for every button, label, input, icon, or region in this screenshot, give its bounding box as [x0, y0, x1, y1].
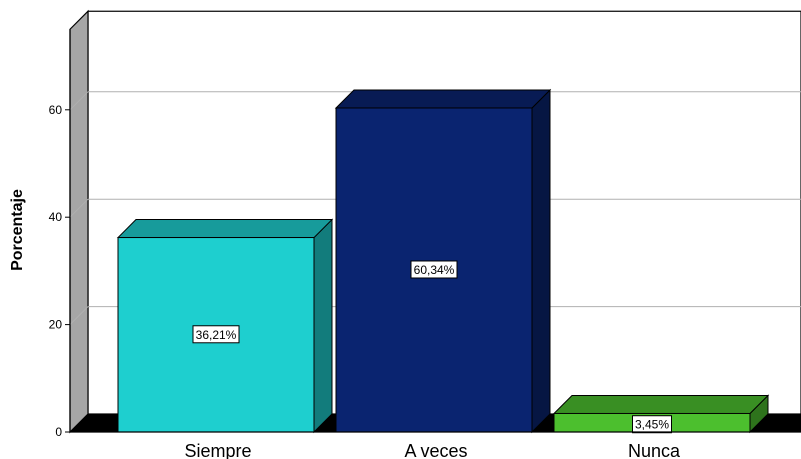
gridline-side — [69, 306, 89, 325]
data-label-box — [410, 260, 458, 279]
gridline-side — [69, 198, 89, 218]
y-tick-label: 60 — [49, 103, 63, 117]
gridline-side — [69, 91, 89, 111]
data-label-box — [632, 415, 672, 434]
y-tick-label: 20 — [49, 318, 63, 332]
bar-side — [313, 218, 333, 434]
y-tick-label: 40 — [49, 210, 63, 224]
data-label-box — [192, 325, 240, 344]
data-label: 60,34% — [414, 263, 455, 277]
data-label: 36,21% — [196, 328, 237, 342]
x-tick-label: Nunca — [628, 441, 681, 459]
bar-top — [552, 394, 770, 414]
x-tick-label: A veces — [404, 441, 467, 459]
y-tick-label: 0 — [55, 425, 62, 439]
x-tick-label: Siempre — [184, 441, 251, 459]
bar-top — [334, 89, 552, 109]
side-wall — [69, 9, 89, 434]
data-label: 3,45% — [635, 418, 669, 432]
bar-side — [531, 88, 551, 434]
bar-top — [116, 219, 334, 239]
